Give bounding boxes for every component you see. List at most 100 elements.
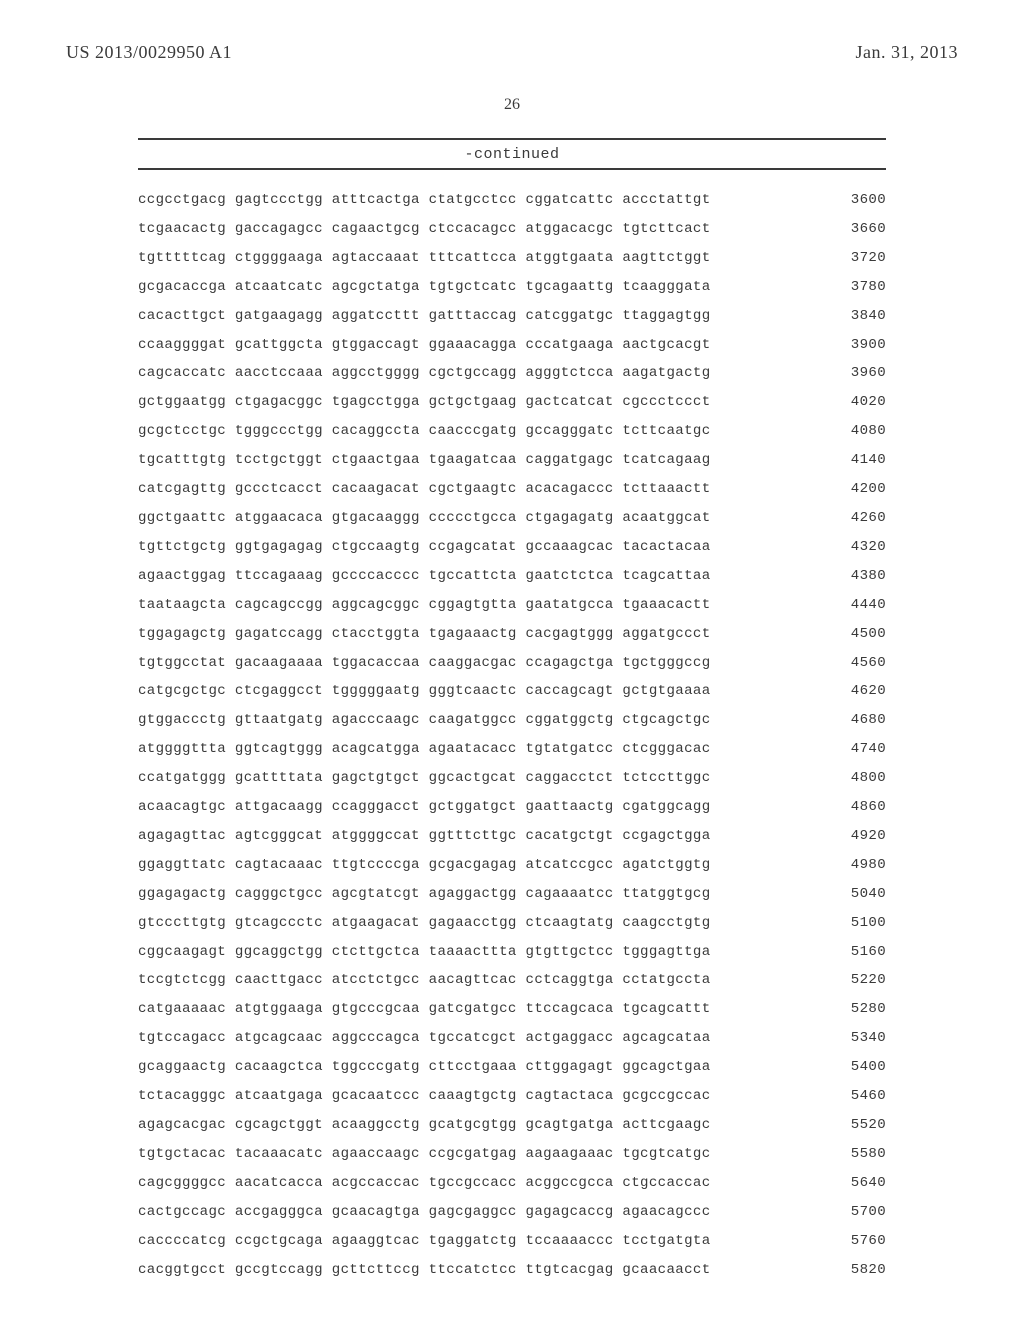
sequence-position: 4860 (826, 793, 886, 822)
sequence-groups: taataagcta cagcagccgg aggcagcggc cggagtg… (138, 591, 711, 620)
sequence-row: gcgacaccga atcaatcatc agcgctatga tgtgctc… (138, 273, 886, 302)
sequence-groups: tgtgctacac tacaaacatc agaaccaagc ccgcgat… (138, 1140, 711, 1169)
continued-label: -continued (0, 146, 1024, 163)
sequence-position: 4560 (826, 649, 886, 678)
sequence-row: tgtccagacc atgcagcaac aggcccagca tgccatc… (138, 1024, 886, 1053)
sequence-position: 5400 (826, 1053, 886, 1082)
sequence-groups: tgtttttcag ctggggaaga agtaccaaat tttcatt… (138, 244, 711, 273)
sequence-row: tctacagggc atcaatgaga gcacaatccc caaagtg… (138, 1082, 886, 1111)
sequence-groups: caccccatcg ccgctgcaga agaaggtcac tgaggat… (138, 1227, 711, 1256)
under-rule (138, 168, 886, 170)
sequence-row: agagagttac agtcgggcat atggggccat ggtttct… (138, 822, 886, 851)
sequence-row: agagcacgac cgcagctggt acaaggcctg gcatgcg… (138, 1111, 886, 1140)
top-rule (138, 138, 886, 140)
sequence-groups: acaacagtgc attgacaagg ccagggacct gctggat… (138, 793, 711, 822)
sequence-row: catgaaaaac atgtggaaga gtgcccgcaa gatcgat… (138, 995, 886, 1024)
sequence-groups: tgcatttgtg tcctgctggt ctgaactgaa tgaagat… (138, 446, 711, 475)
sequence-position: 3720 (826, 244, 886, 273)
sequence-groups: tccgtctcgg caacttgacc atcctctgcc aacagtt… (138, 966, 711, 995)
sequence-row: tggagagctg gagatccagg ctacctggta tgagaaa… (138, 620, 886, 649)
sequence-row: ggagagactg cagggctgcc agcgtatcgt agaggac… (138, 880, 886, 909)
sequence-groups: ggaggttatc cagtacaaac ttgtccccga gcgacga… (138, 851, 711, 880)
sequence-groups: tgtggcctat gacaagaaaa tggacaccaa caaggac… (138, 649, 711, 678)
sequence-row: tgttctgctg ggtgagagag ctgccaagtg ccgagca… (138, 533, 886, 562)
sequence-row: ggaggttatc cagtacaaac ttgtccccga gcgacga… (138, 851, 886, 880)
sequence-row: gctggaatgg ctgagacggc tgagcctgga gctgctg… (138, 388, 886, 417)
sequence-groups: gcgctcctgc tgggccctgg cacaggccta caacccg… (138, 417, 711, 446)
page-container: US 2013/0029950 A1 Jan. 31, 2013 26 -con… (0, 0, 1024, 1320)
page-number: 26 (0, 96, 1024, 114)
sequence-row: taataagcta cagcagccgg aggcagcggc cggagtg… (138, 591, 886, 620)
sequence-row: cagcggggcc aacatcacca acgccaccac tgccgcc… (138, 1169, 886, 1198)
sequence-position: 5520 (826, 1111, 886, 1140)
sequence-groups: catcgagttg gccctcacct cacaagacat cgctgaa… (138, 475, 711, 504)
sequence-position: 4620 (826, 677, 886, 706)
sequence-row: gtggaccctg gttaatgatg agacccaagc caagatg… (138, 706, 886, 735)
sequence-position: 4080 (826, 417, 886, 446)
sequence-groups: agaactggag ttccagaaag gccccacccc tgccatt… (138, 562, 711, 591)
sequence-position: 4440 (826, 591, 886, 620)
sequence-position: 4020 (826, 388, 886, 417)
sequence-row: catcgagttg gccctcacct cacaagacat cgctgaa… (138, 475, 886, 504)
sequence-position: 4980 (826, 851, 886, 880)
sequence-row: tccgtctcgg caacttgacc atcctctgcc aacagtt… (138, 966, 886, 995)
sequence-row: ccgcctgacg gagtccctgg atttcactga ctatgcc… (138, 186, 886, 215)
sequence-groups: cagcggggcc aacatcacca acgccaccac tgccgcc… (138, 1169, 711, 1198)
sequence-row: tgtgctacac tacaaacatc agaaccaagc ccgcgat… (138, 1140, 886, 1169)
sequence-row: catgcgctgc ctcgaggcct tgggggaatg gggtcaa… (138, 677, 886, 706)
sequence-position: 5460 (826, 1082, 886, 1111)
sequence-row: caccccatcg ccgctgcaga agaaggtcac tgaggat… (138, 1227, 886, 1256)
sequence-position: 5040 (826, 880, 886, 909)
sequence-groups: cacggtgcct gccgtccagg gcttcttccg ttccatc… (138, 1256, 711, 1285)
sequence-position: 5580 (826, 1140, 886, 1169)
publication-number: US 2013/0029950 A1 (66, 42, 232, 63)
sequence-row: ggctgaattc atggaacaca gtgacaaggg ccccctg… (138, 504, 886, 533)
sequence-groups: agagcacgac cgcagctggt acaaggcctg gcatgcg… (138, 1111, 711, 1140)
sequence-position: 5640 (826, 1169, 886, 1198)
sequence-position: 3780 (826, 273, 886, 302)
sequence-row: ccatgatggg gcattttata gagctgtgct ggcactg… (138, 764, 886, 793)
publication-date: Jan. 31, 2013 (856, 42, 959, 63)
sequence-groups: tggagagctg gagatccagg ctacctggta tgagaaa… (138, 620, 711, 649)
sequence-groups: ccaaggggat gcattggcta gtggaccagt ggaaaca… (138, 331, 711, 360)
sequence-groups: ccgcctgacg gagtccctgg atttcactga ctatgcc… (138, 186, 711, 215)
sequence-row: gtcccttgtg gtcagccctc atgaagacat gagaacc… (138, 909, 886, 938)
sequence-groups: tcgaacactg gaccagagcc cagaactgcg ctccaca… (138, 215, 711, 244)
sequence-row: tgtggcctat gacaagaaaa tggacaccaa caaggac… (138, 649, 886, 678)
sequence-position: 4920 (826, 822, 886, 851)
sequence-row: tgcatttgtg tcctgctggt ctgaactgaa tgaagat… (138, 446, 886, 475)
sequence-groups: cacacttgct gatgaagagg aggatccttt gatttac… (138, 302, 711, 331)
sequence-position: 5160 (826, 938, 886, 967)
sequence-position: 4320 (826, 533, 886, 562)
sequence-row: agaactggag ttccagaaag gccccacccc tgccatt… (138, 562, 886, 591)
sequence-position: 3600 (826, 186, 886, 215)
sequence-row: gcgctcctgc tgggccctgg cacaggccta caacccg… (138, 417, 886, 446)
sequence-groups: tctacagggc atcaatgaga gcacaatccc caaagtg… (138, 1082, 711, 1111)
sequence-groups: cggcaagagt ggcaggctgg ctcttgctca taaaact… (138, 938, 711, 967)
sequence-row: cacacttgct gatgaagagg aggatccttt gatttac… (138, 302, 886, 331)
sequence-position: 4200 (826, 475, 886, 504)
sequence-position: 3960 (826, 359, 886, 388)
sequence-position: 5220 (826, 966, 886, 995)
sequence-position: 5760 (826, 1227, 886, 1256)
sequence-row: tgtttttcag ctggggaaga agtaccaaat tttcatt… (138, 244, 886, 273)
sequence-row: cactgccagc accgagggca gcaacagtga gagcgag… (138, 1198, 886, 1227)
sequence-groups: gcaggaactg cacaagctca tggcccgatg cttcctg… (138, 1053, 711, 1082)
sequence-position: 4500 (826, 620, 886, 649)
sequence-position: 4380 (826, 562, 886, 591)
sequence-groups: cagcaccatc aacctccaaa aggcctgggg cgctgcc… (138, 359, 711, 388)
sequence-groups: catgaaaaac atgtggaaga gtgcccgcaa gatcgat… (138, 995, 711, 1024)
sequence-listing: ccgcctgacg gagtccctgg atttcactga ctatgcc… (138, 186, 886, 1284)
sequence-groups: tgttctgctg ggtgagagag ctgccaagtg ccgagca… (138, 533, 711, 562)
sequence-groups: gctggaatgg ctgagacggc tgagcctgga gctgctg… (138, 388, 711, 417)
sequence-groups: gtggaccctg gttaatgatg agacccaagc caagatg… (138, 706, 711, 735)
sequence-position: 5340 (826, 1024, 886, 1053)
sequence-position: 4260 (826, 504, 886, 533)
sequence-position: 5820 (826, 1256, 886, 1285)
sequence-position: 4680 (826, 706, 886, 735)
sequence-groups: gtcccttgtg gtcagccctc atgaagacat gagaacc… (138, 909, 711, 938)
sequence-row: cagcaccatc aacctccaaa aggcctgggg cgctgcc… (138, 359, 886, 388)
sequence-row: tcgaacactg gaccagagcc cagaactgcg ctccaca… (138, 215, 886, 244)
sequence-groups: catgcgctgc ctcgaggcct tgggggaatg gggtcaa… (138, 677, 711, 706)
sequence-row: acaacagtgc attgacaagg ccagggacct gctggat… (138, 793, 886, 822)
